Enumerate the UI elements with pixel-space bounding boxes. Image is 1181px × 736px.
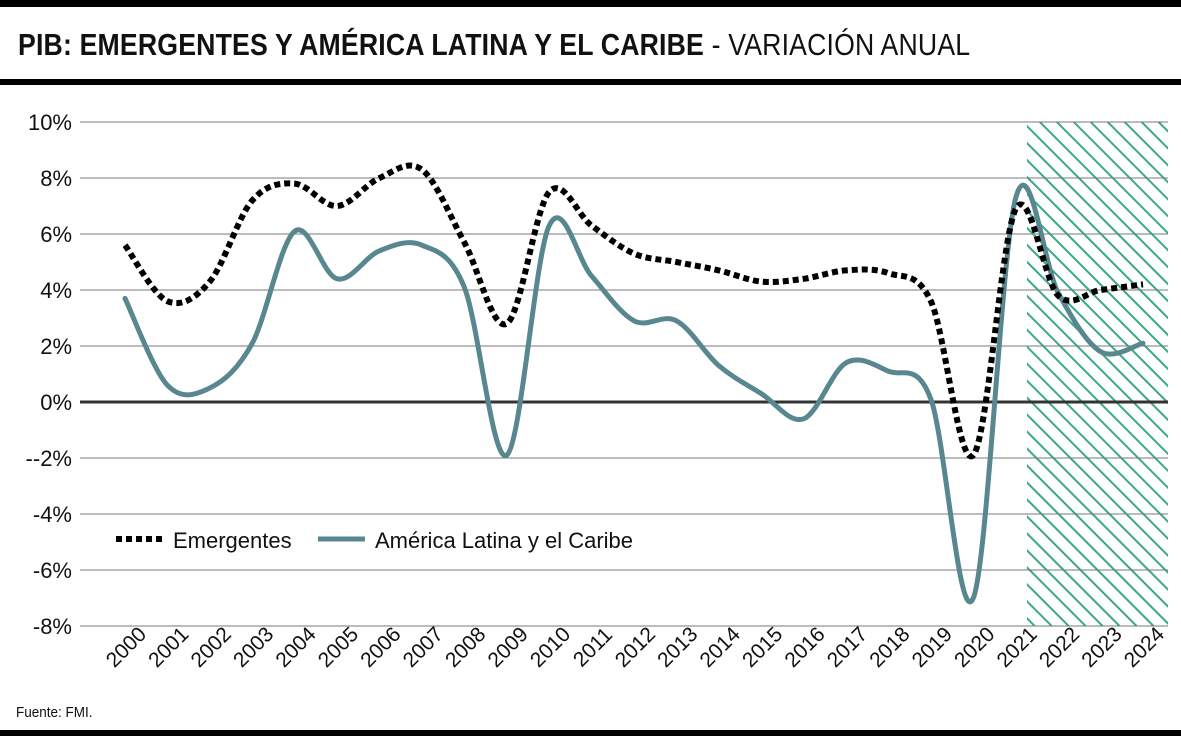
x-tick-label: 2019 bbox=[908, 623, 957, 672]
x-tick-label: 2013 bbox=[653, 623, 702, 672]
x-tick-label: 2014 bbox=[696, 623, 746, 673]
projection-shaded-area bbox=[1026, 122, 1168, 626]
x-tick-label: 2023 bbox=[1077, 623, 1126, 672]
y-tick-label: --2% bbox=[26, 446, 72, 471]
chart-title-main: PIB: EMERGENTES Y AMÉRICA LATINA Y EL CA… bbox=[18, 27, 705, 62]
y-tick-label: 10% bbox=[28, 110, 72, 135]
x-tick-label: 2016 bbox=[780, 623, 829, 672]
x-tick-label: 2015 bbox=[738, 623, 787, 672]
x-tick-label: 2002 bbox=[187, 623, 236, 672]
y-tick-label: -8% bbox=[33, 614, 72, 639]
y-tick-label: 8% bbox=[40, 166, 72, 191]
y-tick-label: 2% bbox=[40, 334, 72, 359]
x-tick-label: 2000 bbox=[102, 623, 151, 672]
x-tick-label: 2017 bbox=[823, 623, 872, 672]
source-note: Fuente: FMI. bbox=[16, 704, 93, 721]
x-tick-label: 2020 bbox=[950, 623, 999, 672]
x-tick-label: 2006 bbox=[356, 623, 405, 672]
x-tick-label: 2018 bbox=[865, 623, 914, 672]
x-tick-label: 2011 bbox=[569, 623, 617, 671]
x-tick-label: 2022 bbox=[1035, 623, 1084, 672]
x-tick-label: 2008 bbox=[441, 623, 490, 672]
chart-title: PIB: EMERGENTES Y AMÉRICA LATINA Y EL CA… bbox=[18, 27, 970, 63]
header: PIB: EMERGENTES Y AMÉRICA LATINA Y EL CA… bbox=[0, 7, 1181, 81]
y-tick-label: 6% bbox=[40, 222, 72, 247]
x-tick-label: 2009 bbox=[484, 623, 533, 672]
x-tick-label: 2012 bbox=[611, 623, 660, 672]
x-tick-label: 2010 bbox=[526, 623, 575, 672]
x-tick-label: 2024 bbox=[1120, 623, 1170, 673]
series-america-latina-line bbox=[122, 182, 1146, 605]
x-tick-label: 2021 bbox=[993, 623, 1042, 672]
chart-title-sub: - VARIACIÓN ANUAL bbox=[704, 27, 971, 62]
x-tick-label: 2005 bbox=[314, 623, 363, 672]
x-tick-label: 2004 bbox=[271, 623, 321, 673]
series-emergentes-line bbox=[122, 162, 1144, 460]
y-tick-label: 4% bbox=[40, 278, 72, 303]
y-tick-label: 0% bbox=[40, 390, 72, 415]
x-tick-label: 2003 bbox=[229, 623, 278, 672]
legend-label-america-latina: América Latina y el Caribe bbox=[375, 528, 633, 553]
top-rule bbox=[0, 0, 1181, 7]
y-tick-label: -4% bbox=[33, 502, 72, 527]
x-tick-label: 2007 bbox=[399, 623, 448, 672]
x-tick-label: 2001 bbox=[144, 623, 193, 672]
legend-label-emergentes: Emergentes bbox=[173, 528, 292, 553]
line-chart: 10%8%6%4%2%0%--2%-4%-6%-8% 2000200120022… bbox=[26, 110, 1170, 673]
y-tick-label: -6% bbox=[33, 558, 72, 583]
header-rule bbox=[0, 79, 1181, 85]
bottom-rule bbox=[0, 730, 1181, 736]
